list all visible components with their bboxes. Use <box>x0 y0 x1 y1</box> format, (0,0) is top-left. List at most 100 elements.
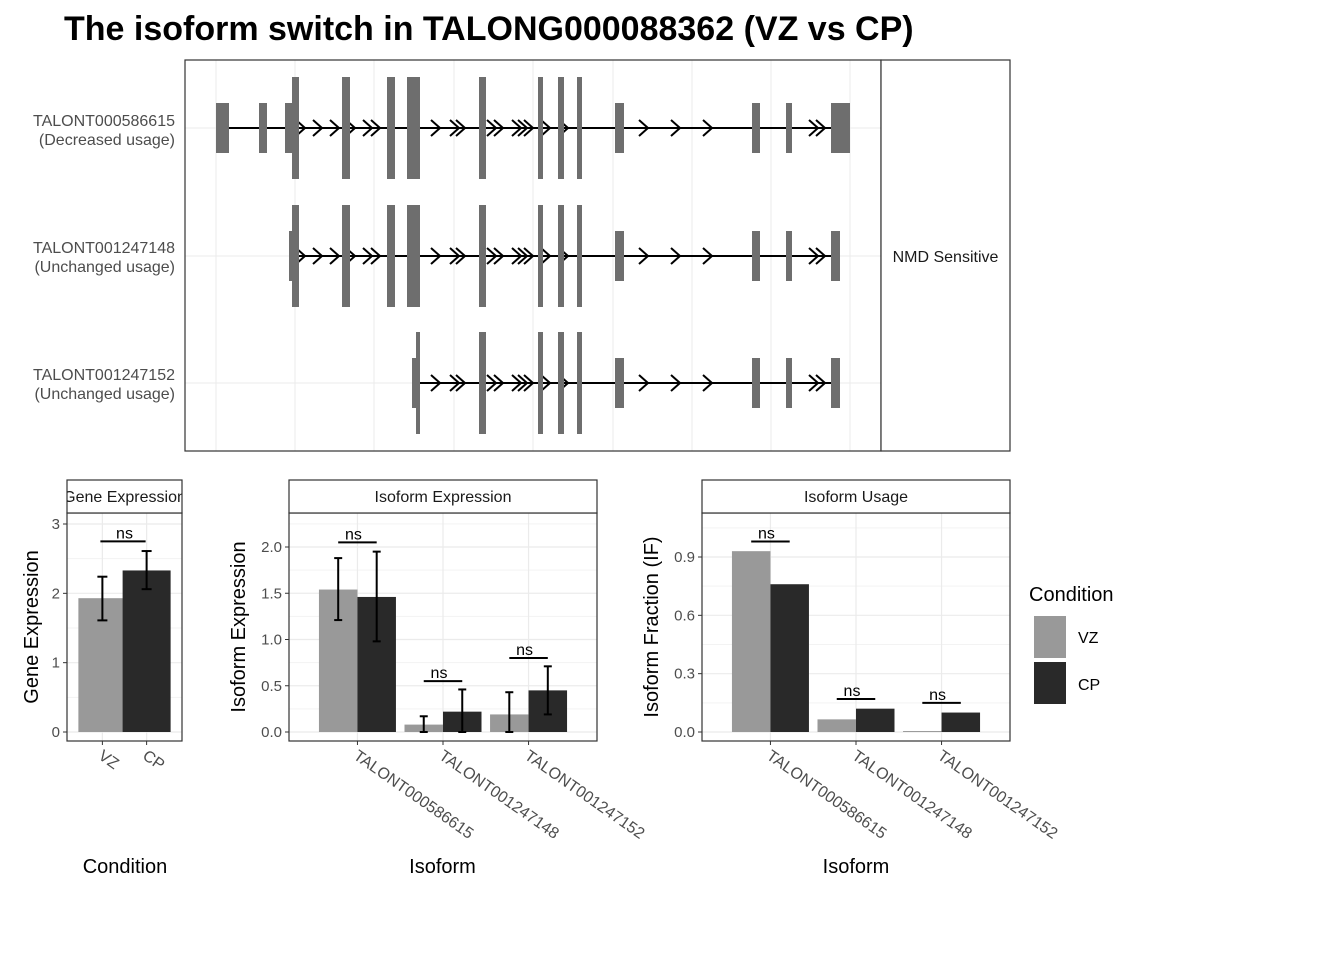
intron-direction-arrow <box>638 374 650 392</box>
y-tick-label: 1.0 <box>261 632 282 649</box>
significance-label: ns <box>516 642 533 659</box>
intron-direction-arrow <box>815 247 827 265</box>
x-tick-label: VZ <box>95 747 122 773</box>
y-tick-label: 1.5 <box>261 585 282 602</box>
utr-exon <box>216 103 229 153</box>
facet-strip-label: Gene Expression <box>63 489 186 506</box>
facet-strip-label: Isoform Usage <box>804 489 908 506</box>
coding-exon <box>558 77 564 179</box>
y-tick-label: 0.0 <box>261 724 282 741</box>
significance-label: ns <box>431 665 448 682</box>
intron-direction-arrow <box>517 247 529 265</box>
intron-direction-arrow <box>362 119 374 137</box>
intron-direction-arrow <box>808 119 820 137</box>
intron-direction-arrow <box>455 374 467 392</box>
bar-cp <box>941 712 981 732</box>
coding-exon <box>577 332 582 434</box>
intron-direction-arrow <box>815 374 827 392</box>
y-tick-label: 1 <box>52 655 60 672</box>
intron-direction-arrow <box>638 247 650 265</box>
bar-cp <box>770 584 809 732</box>
intron-direction-arrow <box>370 119 382 137</box>
significance-label: ns <box>844 683 861 700</box>
figure-title: The isoform switch in TALONG000088362 (V… <box>64 10 914 48</box>
utr-exon <box>259 103 267 153</box>
intron-direction-arrow <box>517 119 529 137</box>
coding-exon <box>577 205 582 307</box>
utr-exon <box>615 103 624 153</box>
intron-direction-arrow <box>449 374 461 392</box>
facet-strip <box>288 479 598 514</box>
utr-exon <box>831 358 840 408</box>
y-tick-label: 2.0 <box>261 539 282 556</box>
transcript-tracks <box>216 77 850 434</box>
intron-direction-arrow <box>455 119 467 137</box>
chart-3-ylabel: Isoform Fraction (IF) <box>641 536 663 717</box>
intron-direction-arrow <box>808 247 820 265</box>
coding-exon <box>538 332 543 434</box>
intron-direction-arrow <box>430 374 442 392</box>
intron-direction-arrow <box>493 247 505 265</box>
utr-exon <box>752 231 760 281</box>
intron-direction-arrow <box>511 247 523 265</box>
utr-exon <box>615 231 624 281</box>
coding-exon <box>558 332 564 434</box>
bar-vz <box>903 731 942 732</box>
y-tick-label: 3 <box>52 516 60 533</box>
transcript-label-1-usage: (Decreased usage) <box>39 132 175 149</box>
significance-label: ns <box>929 687 946 704</box>
y-tick-label: 0.9 <box>674 549 695 566</box>
intron-direction-arrow <box>702 247 714 265</box>
coding-exon <box>407 205 420 307</box>
coding-exon <box>558 205 564 307</box>
facet-strip <box>66 479 183 514</box>
x-tick-label: CP <box>139 747 167 774</box>
coding-exon <box>407 77 420 179</box>
y-tick-label: 0.3 <box>674 666 695 683</box>
intron-direction-arrow <box>486 374 498 392</box>
isoform-expression-chart: 0.00.51.01.52.0nsnsnsTALONT000586615TALO… <box>261 479 647 843</box>
chart-1-ylabel: Gene Expression <box>21 550 43 703</box>
transcript-label-2-usage: (Unchanged usage) <box>34 259 175 276</box>
bar-cp <box>122 570 171 732</box>
transcript-label-3-id: TALONT001247152 <box>33 367 175 384</box>
intron-direction-arrow <box>430 119 442 137</box>
coding-exon <box>342 77 350 179</box>
significance-label: ns <box>116 525 133 542</box>
coding-exon <box>479 77 486 179</box>
intron-direction-arrow <box>670 374 682 392</box>
bar-vz <box>817 719 856 732</box>
intron-direction-arrow <box>702 119 714 137</box>
gene-expression-chart: 0 1 2 3 ns VZ CP Gene Expression <box>52 479 186 774</box>
intron-direction-arrow <box>362 247 374 265</box>
intron-direction-arrow <box>493 374 505 392</box>
intron-direction-arrow <box>540 119 552 137</box>
y-tick-label: 0.6 <box>674 607 695 624</box>
intron-direction-arrow <box>486 119 498 137</box>
intron-direction-arrow <box>312 247 324 265</box>
intron-direction-arrow <box>511 374 523 392</box>
y-tick-label: 2 <box>52 585 60 602</box>
intron-direction-arrow <box>329 247 341 265</box>
chart-2-xlabel: Isoform <box>409 856 476 878</box>
utr-exon <box>786 103 792 153</box>
intron-direction-arrow <box>808 374 820 392</box>
intron-direction-arrow <box>638 119 650 137</box>
coding-exon <box>292 205 299 307</box>
intron-direction-arrow <box>523 247 535 265</box>
transcript-label-3-usage: (Unchanged usage) <box>34 386 175 403</box>
coding-exon <box>538 205 543 307</box>
intron-direction-arrow <box>493 119 505 137</box>
intron-direction-arrow <box>523 119 535 137</box>
intron-direction-arrow <box>517 374 529 392</box>
facet-strip <box>701 479 1011 514</box>
coding-exon <box>538 77 543 179</box>
intron-direction-arrow <box>523 374 535 392</box>
intron-direction-arrow <box>370 247 382 265</box>
intron-direction-arrow <box>329 119 341 137</box>
coding-exon <box>387 205 395 307</box>
intron-direction-arrow <box>455 247 467 265</box>
significance-label: ns <box>758 525 775 542</box>
legend-label-cp: CP <box>1078 677 1100 694</box>
intron-direction-arrow <box>540 374 552 392</box>
